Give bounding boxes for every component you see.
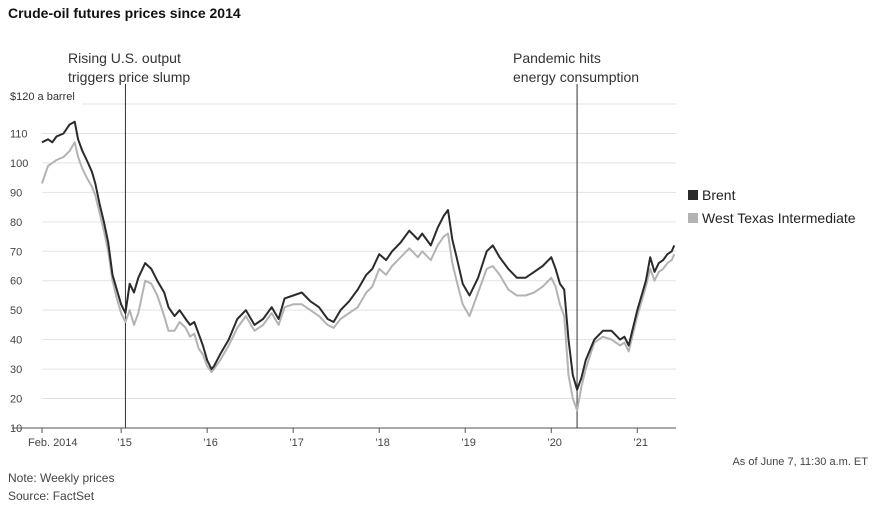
legend-item-wti: West Texas Intermediate (688, 206, 856, 229)
chart-note: Note: Weekly prices (8, 471, 115, 485)
series-line-brent (41, 120, 676, 391)
legend: Brent West Texas Intermediate (688, 183, 856, 229)
legend-swatch-brent (688, 189, 698, 200)
x-tick-label: ’17 (289, 437, 304, 449)
legend-label-wti: West Texas Intermediate (702, 209, 856, 226)
legend-swatch-wti (688, 212, 698, 223)
as-of-timestamp: As of June 7, 11:30 a.m. ET (732, 456, 868, 468)
y-tick-label: 40 (10, 335, 22, 347)
chart-source: Source: FactSet (8, 489, 95, 503)
annotation-line: Pandemic hits (513, 50, 601, 66)
annotation-line: energy consumption (513, 69, 640, 85)
y-tick-label: 80 (10, 217, 22, 229)
annotation-line: Rising U.S. output (68, 50, 181, 66)
x-tick-label: ’18 (375, 437, 390, 449)
series-line-wti (41, 141, 676, 412)
x-tick-label: ’19 (461, 437, 476, 449)
x-tick-label: ’20 (547, 437, 562, 449)
x-tick-label: Feb. 2014 (28, 437, 78, 449)
y-tick-label: 50 (10, 305, 22, 317)
y-tick-label: 70 (10, 246, 22, 258)
annotation-pandemic: Pandemic hits energy consumption (513, 49, 639, 87)
legend-item-brent: Brent (688, 183, 856, 206)
annotation-price-slump: Rising U.S. output triggers price slump (68, 49, 190, 87)
y-tick-label: 100 (10, 158, 28, 170)
annotation-line: triggers price slump (68, 69, 191, 85)
y-tick-label: 20 (10, 394, 22, 406)
x-tick-label: ’21 (633, 437, 648, 449)
y-tick-label: 10 (10, 423, 22, 435)
chart-title: Crude-oil futures prices since 2014 (8, 5, 241, 21)
y-tick-label: 110 (10, 128, 28, 140)
y-tick-label: 30 (10, 364, 22, 376)
y-tick-label: 60 (10, 276, 22, 288)
x-tick-label: ’16 (203, 437, 218, 449)
x-tick-label: ’15 (117, 437, 132, 449)
legend-label-brent: Brent (702, 186, 736, 203)
y-axis-unit-label: $120 a barrel (10, 91, 75, 103)
y-tick-label: 90 (10, 187, 22, 199)
